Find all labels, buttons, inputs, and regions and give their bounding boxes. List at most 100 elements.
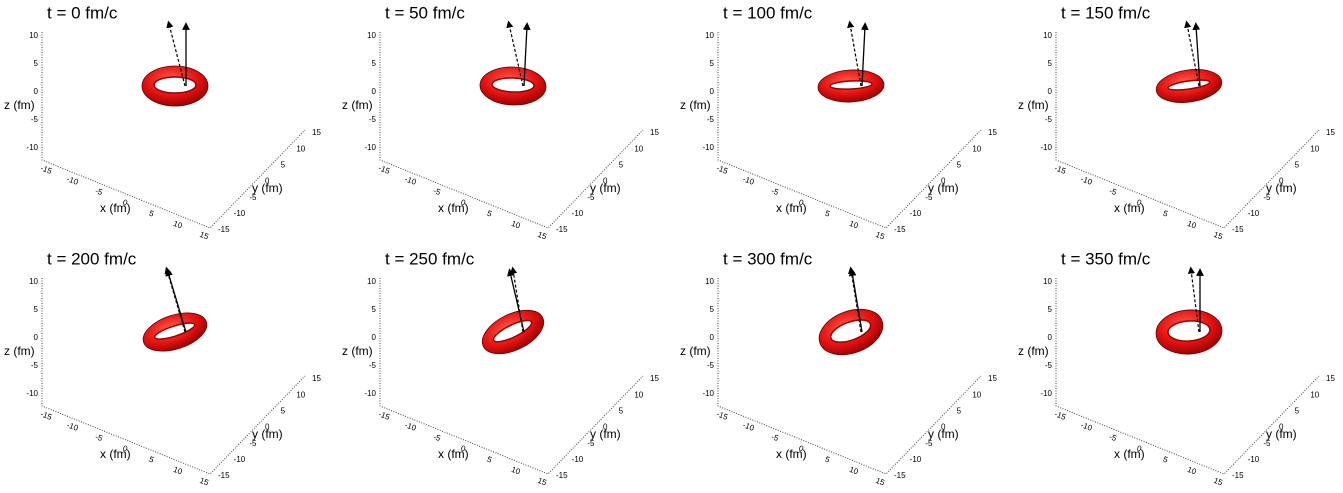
x-axis-label: x (fm) bbox=[438, 201, 469, 215]
z-tick-label: 10 bbox=[705, 277, 714, 286]
z-tick-label: 10 bbox=[29, 31, 38, 40]
y-tick-label: -15 bbox=[1232, 471, 1244, 480]
x-tick-label: -15 bbox=[39, 409, 53, 422]
x-tick-label: 15 bbox=[874, 230, 886, 242]
y-tick-label: 5 bbox=[1295, 406, 1300, 415]
z-tick-label: 0 bbox=[34, 87, 39, 96]
x-tick-label: 15 bbox=[1212, 476, 1224, 488]
x-tick-label: 5 bbox=[486, 209, 494, 219]
x-tick-label: 10 bbox=[1186, 219, 1198, 231]
y-tick-label: 15 bbox=[1326, 128, 1335, 137]
panel-title: t = 200 fm/c bbox=[47, 249, 137, 268]
x-tick-label: -10 bbox=[741, 174, 755, 187]
z-axis-label: z (fm) bbox=[4, 98, 35, 112]
x-tick-label: 5 bbox=[824, 455, 832, 465]
x-tick-label: 15 bbox=[874, 476, 886, 488]
y-tick-label: 10 bbox=[634, 144, 643, 153]
y-tick-label: -10 bbox=[910, 209, 922, 218]
z-axis-label: z (fm) bbox=[1018, 344, 1049, 358]
y-tick-label: 10 bbox=[296, 390, 305, 399]
y-tick-label: 15 bbox=[988, 128, 997, 137]
y-tick-label: 10 bbox=[1310, 144, 1319, 153]
x-tick-label: -15 bbox=[1053, 163, 1067, 176]
y-tick-label: -15 bbox=[218, 471, 230, 480]
x-tick-label: -5 bbox=[1108, 432, 1118, 443]
z-tick-label: -5 bbox=[1045, 361, 1053, 370]
z-axis-label: z (fm) bbox=[1018, 98, 1049, 112]
x-tick-label: -5 bbox=[94, 432, 104, 443]
y-tick-label: -10 bbox=[572, 455, 584, 464]
y-tick-label: 15 bbox=[650, 128, 659, 137]
z-tick-label: -5 bbox=[31, 361, 39, 370]
x-tick-label: -15 bbox=[377, 163, 391, 176]
panel: t = 200 fm/c1050-5-10-15-10-5051015-15-1… bbox=[4, 249, 321, 487]
z-tick-label: 5 bbox=[1048, 305, 1053, 314]
z-tick-label: -5 bbox=[707, 115, 715, 124]
y-axis-label: y (fm) bbox=[590, 181, 621, 195]
x-tick-label: -15 bbox=[715, 409, 729, 422]
z-tick-label: -10 bbox=[1040, 143, 1052, 152]
panel-title: t = 50 fm/c bbox=[385, 3, 465, 22]
y-tick-label: -10 bbox=[234, 455, 246, 464]
z-tick-label: -10 bbox=[702, 389, 714, 398]
z-tick-label: 5 bbox=[710, 305, 715, 314]
z-tick-label: 5 bbox=[34, 59, 39, 68]
panel-title: t = 100 fm/c bbox=[723, 3, 813, 22]
z-axis-label: z (fm) bbox=[4, 344, 35, 358]
x-axis-label: x (fm) bbox=[776, 201, 807, 215]
x-tick-label: -15 bbox=[715, 163, 729, 176]
y-tick-label: -15 bbox=[1232, 225, 1244, 234]
x-tick-label: -10 bbox=[1079, 420, 1093, 433]
y-tick-label: -10 bbox=[1248, 209, 1260, 218]
z-tick-label: 10 bbox=[367, 31, 376, 40]
x-tick-label: -5 bbox=[94, 186, 104, 197]
z-axis-label: z (fm) bbox=[342, 344, 373, 358]
z-tick-label: -10 bbox=[702, 143, 714, 152]
x-tick-label: 15 bbox=[198, 230, 210, 242]
x-tick-label: -10 bbox=[65, 420, 79, 433]
panel: t = 100 fm/c1050-5-10-15-10-5051015-15-1… bbox=[680, 3, 997, 241]
y-axis-label: y (fm) bbox=[1266, 181, 1297, 195]
panel: t = 150 fm/c1050-5-10-15-10-5051015-15-1… bbox=[1018, 3, 1335, 241]
x-axis-label: x (fm) bbox=[438, 447, 469, 461]
z-tick-label: 0 bbox=[1048, 87, 1053, 96]
x-tick-label: 10 bbox=[172, 465, 184, 477]
x-axis-label: x (fm) bbox=[1114, 201, 1145, 215]
z-tick-label: 5 bbox=[34, 305, 39, 314]
x-tick-label: 10 bbox=[848, 465, 860, 477]
y-tick-label: 15 bbox=[312, 374, 321, 383]
y-tick-label: -15 bbox=[556, 225, 568, 234]
y-tick-label: 10 bbox=[972, 144, 981, 153]
x-tick-label: -10 bbox=[741, 420, 755, 433]
torus bbox=[1155, 308, 1224, 356]
y-axis-label: y (fm) bbox=[928, 427, 959, 441]
x-tick-label: -5 bbox=[770, 186, 780, 197]
y-tick-label: -15 bbox=[556, 471, 568, 480]
y-tick-label: 5 bbox=[957, 406, 962, 415]
y-tick-label: 10 bbox=[634, 390, 643, 399]
x-axis-label: x (fm) bbox=[100, 201, 131, 215]
y-tick-label: 15 bbox=[312, 128, 321, 137]
figure: t = 0 fm/c1050-5-10-15-10-5051015-15-10-… bbox=[0, 0, 1343, 493]
z-tick-label: -10 bbox=[26, 143, 38, 152]
torus bbox=[138, 306, 211, 359]
z-tick-label: 5 bbox=[710, 59, 715, 68]
z-tick-label: -10 bbox=[364, 143, 376, 152]
y-axis-label: y (fm) bbox=[1266, 427, 1297, 441]
x-tick-label: 5 bbox=[148, 209, 156, 219]
z-tick-label: -5 bbox=[369, 361, 377, 370]
z-axis-label: z (fm) bbox=[342, 98, 373, 112]
panel-title: t = 300 fm/c bbox=[723, 249, 813, 268]
y-tick-label: -10 bbox=[234, 209, 246, 218]
x-tick-label: -10 bbox=[403, 174, 417, 187]
z-tick-label: -5 bbox=[707, 361, 715, 370]
z-tick-label: -10 bbox=[364, 389, 376, 398]
z-tick-label: 0 bbox=[710, 333, 715, 342]
z-tick-label: -5 bbox=[369, 115, 377, 124]
y-tick-label: -15 bbox=[894, 225, 906, 234]
panel: t = 250 fm/c1050-5-10-15-10-5051015-15-1… bbox=[342, 249, 659, 487]
z-axis-label: z (fm) bbox=[680, 344, 711, 358]
torus bbox=[479, 66, 546, 106]
y-tick-label: 15 bbox=[1326, 374, 1335, 383]
z-tick-label: 0 bbox=[1048, 333, 1053, 342]
